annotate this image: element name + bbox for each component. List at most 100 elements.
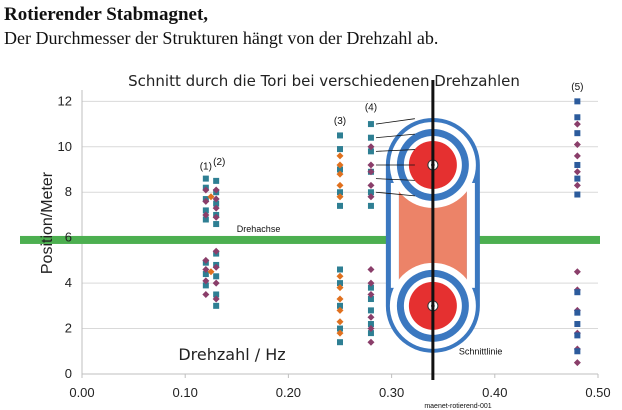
point-s0-6 — [202, 271, 209, 278]
point-s2-20 — [367, 265, 375, 273]
point-s3-3 — [574, 161, 581, 168]
slide-title: Rotierender Stabmagnet, — [4, 4, 209, 25]
x-tick-4: 0.40 — [482, 385, 507, 400]
point-s0-0 — [202, 175, 209, 182]
group-label-0: (1) — [200, 162, 212, 173]
point-s2-16 — [367, 161, 375, 169]
leader-line-1 — [375, 133, 415, 139]
point-s2-1 — [202, 197, 210, 205]
point-s2-24 — [367, 325, 375, 333]
y-tick-4: 8 — [65, 184, 72, 199]
gridlines — [20, 90, 600, 375]
point-s0-36 — [367, 307, 374, 314]
cut-line-label: Schnittlinie — [459, 347, 503, 357]
torus-gap-right — [466, 182, 475, 288]
y-tick-2: 4 — [65, 275, 72, 290]
point-s3-10 — [574, 348, 581, 355]
point-s0-21 — [337, 189, 343, 196]
point-s1-9 — [336, 318, 344, 326]
point-s2-2 — [202, 211, 210, 219]
point-s3-0 — [574, 98, 581, 105]
point-s1-1 — [336, 161, 344, 169]
point-s2-19 — [367, 193, 375, 201]
point-s2-27 — [573, 141, 581, 149]
x-tick-3: 0.30 — [379, 385, 404, 400]
point-s1-4 — [336, 193, 344, 201]
point-s0-3 — [202, 207, 209, 214]
point-s2-5 — [202, 277, 210, 285]
x-tick-labels: 0.00 0.10 0.20 0.30 0.40 0.50 — [69, 374, 611, 400]
point-s1-7 — [336, 295, 344, 303]
point-s1-8 — [336, 306, 344, 314]
point-s1-0 — [336, 152, 344, 160]
point-s3-2 — [574, 130, 581, 137]
x-tick-0: 0.00 — [69, 385, 94, 400]
data-points — [202, 98, 581, 367]
point-s0-24 — [337, 280, 343, 287]
point-s0-20 — [337, 166, 343, 173]
point-s3-6 — [574, 289, 581, 296]
point-s2-22 — [367, 290, 375, 298]
x-tick-2: 0.20 — [276, 385, 301, 400]
point-s2-7 — [212, 186, 220, 194]
point-s3-9 — [574, 332, 581, 339]
point-s0-25 — [337, 302, 343, 309]
point-s0-29 — [367, 134, 374, 141]
point-s1-11 — [207, 193, 215, 201]
x-axis-label: Drehzahl / Hz — [178, 345, 285, 364]
point-s2-21 — [367, 279, 375, 287]
group-label-2: (3) — [334, 116, 346, 127]
point-s1-2 — [336, 170, 344, 178]
y-tick-3: 6 — [65, 230, 72, 245]
y-tick-6: 12 — [58, 93, 72, 108]
point-s2-28 — [573, 152, 581, 160]
y-tick-1: 2 — [65, 321, 72, 336]
point-s0-12 — [213, 221, 220, 228]
point-s0-38 — [367, 330, 374, 337]
point-s0-4 — [202, 216, 209, 223]
point-s0-37 — [367, 321, 374, 328]
leader-line-2 — [375, 149, 415, 152]
slide-subtitle: Der Durchmesser der Strukturen hängt von… — [4, 28, 439, 48]
point-s0-28 — [367, 121, 374, 128]
group-label-3: (4) — [365, 102, 377, 113]
point-s0-18 — [337, 132, 343, 139]
point-s2-6 — [202, 290, 210, 298]
point-s0-19 — [337, 146, 343, 153]
y-tick-labels: 0 2 4 6 8 10 12 — [58, 93, 72, 381]
point-s2-17 — [367, 168, 375, 176]
point-s0-34 — [367, 284, 374, 291]
point-s2-9 — [212, 204, 220, 212]
point-s2-30 — [573, 181, 581, 189]
point-s3-4 — [574, 175, 581, 182]
point-s2-3 — [202, 256, 210, 264]
rotation-axis-label: Drehachse — [237, 224, 281, 234]
y-tick-0: 0 — [65, 366, 72, 381]
group-label-1: (2) — [213, 157, 225, 168]
point-s2-25 — [367, 338, 375, 346]
point-s0-26 — [337, 325, 343, 332]
point-s0-7 — [202, 282, 209, 289]
point-s0-22 — [337, 202, 343, 209]
x-tick-5: 0.50 — [585, 385, 610, 400]
y-tick-5: 10 — [58, 139, 72, 154]
leader-line-5 — [375, 191, 415, 197]
point-s1-3 — [336, 181, 344, 189]
point-s1-10 — [336, 329, 344, 337]
rotation-axis-band — [20, 235, 600, 244]
figure-id: maenet-rotierend-001 — [424, 403, 491, 410]
point-s2-8 — [212, 195, 220, 203]
point-s2-11 — [212, 247, 220, 255]
point-s3-7 — [574, 309, 581, 316]
point-s2-10 — [212, 213, 220, 221]
point-s3-1 — [574, 114, 581, 121]
point-s2-23 — [367, 313, 375, 321]
annotations: Schnittlinie Drehachse (1) (2) (3) (4) (5) — [200, 80, 583, 380]
point-s2-31 — [573, 268, 581, 276]
point-s2-29 — [573, 168, 581, 176]
point-s0-10 — [213, 200, 220, 207]
point-s0-8 — [213, 177, 220, 184]
point-s2-26 — [573, 120, 581, 128]
point-s1-12 — [207, 268, 215, 276]
leader-line-0 — [375, 118, 415, 125]
